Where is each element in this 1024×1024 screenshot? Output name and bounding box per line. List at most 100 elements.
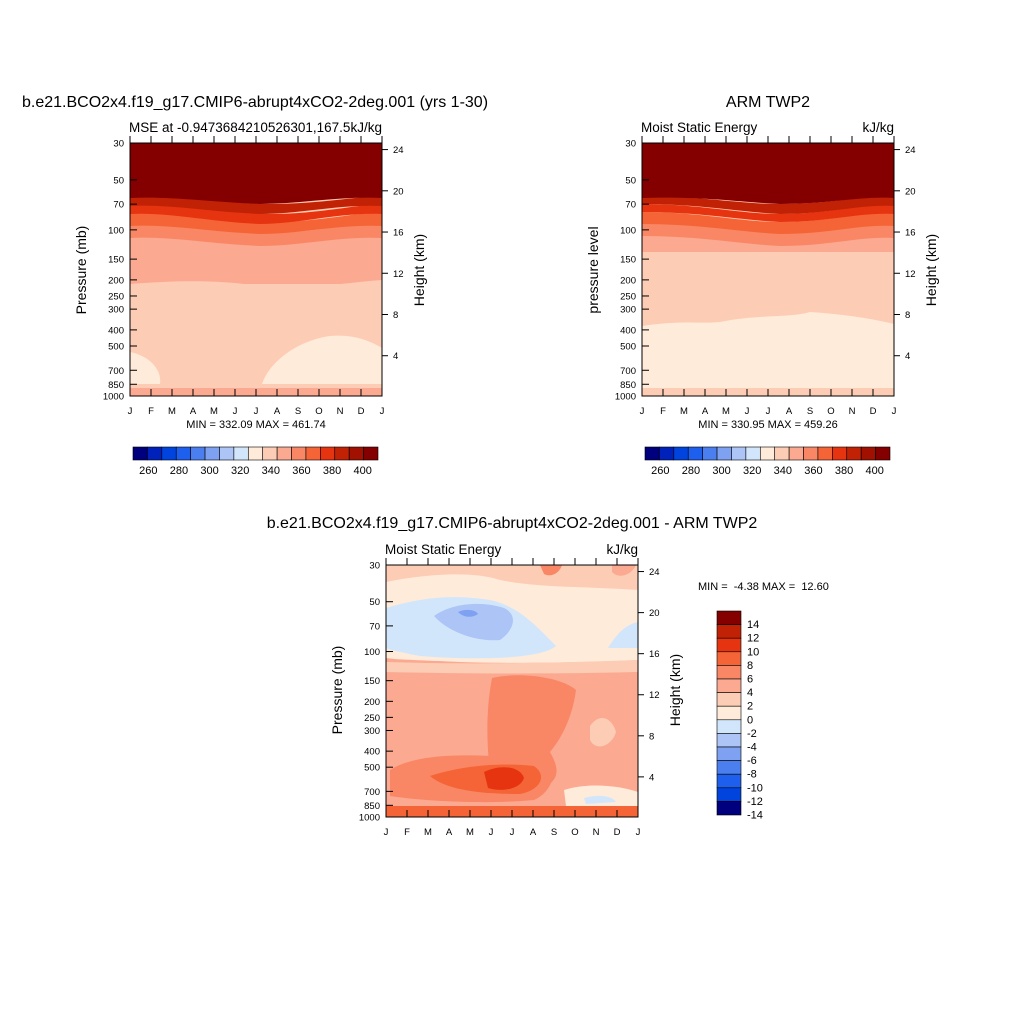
colorbar-v-swatch-11	[716, 760, 742, 775]
height-tick-label-0: 24	[905, 145, 916, 156]
colorbar-swatch-2	[673, 446, 689, 461]
colorbar-v-label-11: -8	[747, 769, 757, 781]
height-tick-label-1: 20	[393, 186, 404, 197]
pressure-tick-label-1: 50	[625, 175, 636, 186]
colorbar-swatch-6	[731, 446, 747, 461]
pressure-tick-label-9: 500	[108, 341, 124, 352]
month-tick-label-12: J	[636, 827, 641, 838]
colorbar-swatch-5	[716, 446, 732, 461]
pressure-tick-label-2: 70	[369, 621, 380, 632]
model-band-400	[130, 195, 382, 214]
month-tick-label-0: J	[640, 406, 645, 417]
colorbar-swatch-1	[659, 446, 675, 461]
pressure-tick-label-6: 250	[620, 291, 636, 302]
pressure-tick-label-12: 1000	[103, 392, 124, 403]
colorbar-swatch-4	[702, 446, 718, 461]
colorbar-label-2: 300	[200, 465, 218, 477]
pressure-tick-label-6: 250	[108, 291, 124, 302]
model-band-410	[130, 143, 382, 204]
colorbar-v-label-5: 4	[747, 687, 753, 699]
panel-obs: ARM TWP2 Moist Static Energy kJ/kg press…	[585, 94, 939, 477]
panel-model-minmax: MIN = 332.09 MAX = 461.74	[186, 419, 325, 431]
pressure-tick-label-4: 150	[108, 255, 124, 266]
panel-model-subtitle-left: MSE at -0.9473684210526301,167.5	[129, 120, 350, 135]
colorbar-swatch-13	[832, 446, 848, 461]
pressure-tick-label-10: 700	[364, 787, 380, 798]
panel-model: b.e21.BCO2x4.f19_g17.CMIP6-abrupt4xCO2-2…	[22, 94, 488, 477]
month-tick-label-5: J	[233, 406, 238, 417]
colorbar-swatch-3	[687, 446, 703, 461]
month-tick-label-6: J	[766, 406, 771, 417]
diff-hot-core	[484, 767, 524, 790]
panel-obs-minmax: MIN = 330.95 MAX = 459.26	[698, 419, 837, 431]
obs-band-380	[642, 212, 894, 234]
month-tick-label-0: J	[384, 827, 389, 838]
pressure-tick-label-4: 150	[620, 255, 636, 266]
colorbar-v-label-3: 8	[747, 660, 753, 672]
month-tick-label-11: D	[614, 827, 621, 838]
colorbar-label-4: 340	[774, 465, 792, 477]
pressure-tick-label-5: 200	[620, 275, 636, 286]
month-tick-label-7: A	[274, 406, 281, 417]
diff-top-warm-1	[540, 565, 562, 576]
height-tick-label-3: 12	[905, 269, 916, 280]
month-tick-label-3: A	[702, 406, 709, 417]
diff-right-lower	[564, 785, 638, 806]
colorbar-swatch-16	[875, 446, 891, 461]
panel-obs-subtitle-right: kJ/kg	[862, 120, 894, 135]
colorbar-label-6: 380	[835, 465, 853, 477]
panel-obs-title: ARM TWP2	[726, 94, 810, 111]
colorbar-v-swatch-1	[716, 624, 742, 639]
colorbar-swatch-12	[305, 446, 321, 461]
month-tick-label-0: J	[128, 406, 133, 417]
month-tick-label-3: A	[446, 827, 453, 838]
month-tick-label-12: J	[380, 406, 385, 417]
diff-right-cool	[584, 795, 616, 804]
panel-model-plot	[129, 142, 383, 397]
month-tick-label-1: F	[404, 827, 410, 838]
panel-diff-height-axis: 24 20 16 12 8 4	[638, 567, 660, 783]
obs-band-370	[642, 222, 894, 246]
month-tick-label-7: A	[786, 406, 793, 417]
colorbar-label-7: 400	[354, 465, 372, 477]
panel-diff-ylabel: Pressure (mb)	[329, 646, 345, 735]
colorbar-label-3: 320	[743, 465, 761, 477]
pressure-tick-label-10: 700	[108, 366, 124, 377]
pressure-tick-label-12: 1000	[359, 813, 380, 824]
pressure-tick-label-2: 70	[113, 200, 124, 211]
colorbar-v-label-2: 10	[747, 646, 759, 658]
panel-diff-ylabel-right: Height (km)	[667, 654, 683, 726]
colorbar-v-swatch-10	[716, 746, 742, 761]
colorbar-swatch-8	[759, 446, 776, 461]
pressure-tick-label-8: 400	[364, 747, 380, 758]
colorbar-swatch-9	[774, 446, 790, 461]
colorbar-v-swatch-3	[716, 651, 742, 666]
colorbar-swatch-7	[745, 446, 761, 461]
colorbar-swatch-5	[204, 446, 220, 461]
pressure-tick-label-8: 400	[108, 325, 124, 336]
diff-transition	[386, 660, 638, 674]
diff-right-neutral	[590, 718, 616, 747]
month-tick-label-2: M	[424, 827, 432, 838]
colorbar-swatch-15	[860, 446, 876, 461]
month-tick-label-9: O	[315, 406, 322, 417]
colorbar-v-label-4: 6	[747, 674, 753, 686]
colorbar-v-swatch-9	[716, 733, 742, 748]
pressure-tick-label-7: 300	[620, 305, 636, 316]
pressure-tick-label-1: 50	[113, 175, 124, 186]
colorbar-v-label-1: 12	[747, 633, 759, 645]
panel-diff-minmax: MIN = -4.38 MAX = 12.60	[698, 581, 829, 593]
colorbar-v-label-0: 14	[747, 619, 759, 631]
pressure-tick-label-3: 100	[620, 225, 636, 236]
colorbar-label-6: 380	[323, 465, 341, 477]
pressure-tick-label-5: 200	[108, 275, 124, 286]
colorbar-label-5: 360	[804, 465, 822, 477]
colorbar-swatch-14	[846, 446, 862, 461]
pressure-tick-label-5: 200	[364, 697, 380, 708]
colorbar-label-1: 280	[682, 465, 700, 477]
month-tick-label-11: D	[358, 406, 365, 417]
colorbar-v-label-13: -12	[747, 796, 763, 808]
month-tick-label-4: M	[210, 406, 218, 417]
colorbar-v-swatch-0	[716, 610, 742, 625]
